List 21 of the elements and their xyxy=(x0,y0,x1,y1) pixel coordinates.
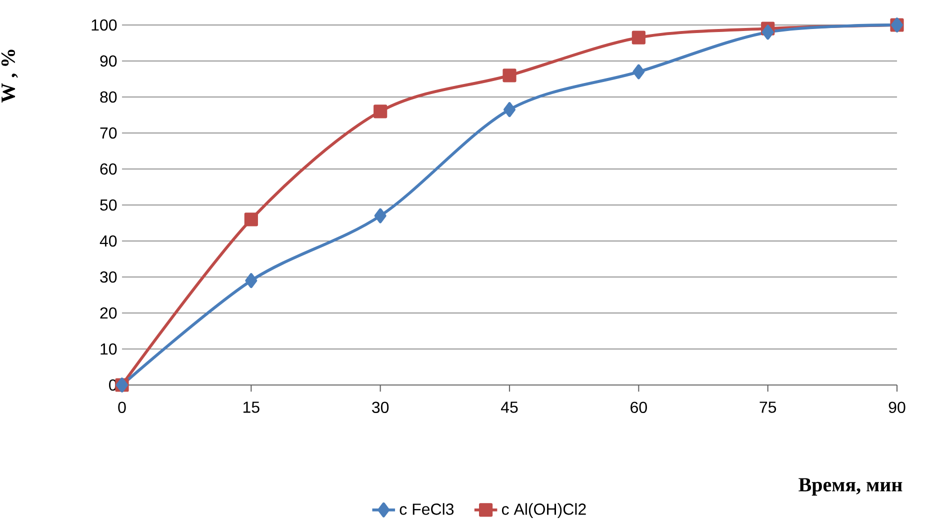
x-tick-label: 90 xyxy=(888,402,906,414)
y-tick-label: 30 xyxy=(100,271,117,283)
y-tick-label: 90 xyxy=(100,55,117,67)
x-tick-label: 75 xyxy=(760,402,776,413)
y-tick-label: 20 xyxy=(100,307,117,319)
legend-label: с Al(OH)Cl2 xyxy=(502,503,586,518)
x-tick-label: 45 xyxy=(500,402,518,413)
x-tick-label: 15 xyxy=(243,402,260,413)
y-tick-label: 10 xyxy=(100,343,117,355)
x-tick-label: 30 xyxy=(372,402,389,414)
x-tick-label: 0 xyxy=(118,402,126,414)
y-tick-label: 60 xyxy=(100,163,117,175)
y-tick-label: 100 xyxy=(92,19,117,31)
y-tick-label: 80 xyxy=(100,91,117,103)
legend-label: с FeCl3 xyxy=(400,503,454,515)
y-axis-title: W , % xyxy=(1,50,18,103)
x-axis-title: Время, мин xyxy=(798,478,902,496)
y-tick-label: 70 xyxy=(100,127,117,139)
y-tick-label: 40 xyxy=(100,235,117,247)
y-tick-label: 50 xyxy=(100,199,117,211)
x-tick-label: 60 xyxy=(630,402,647,414)
